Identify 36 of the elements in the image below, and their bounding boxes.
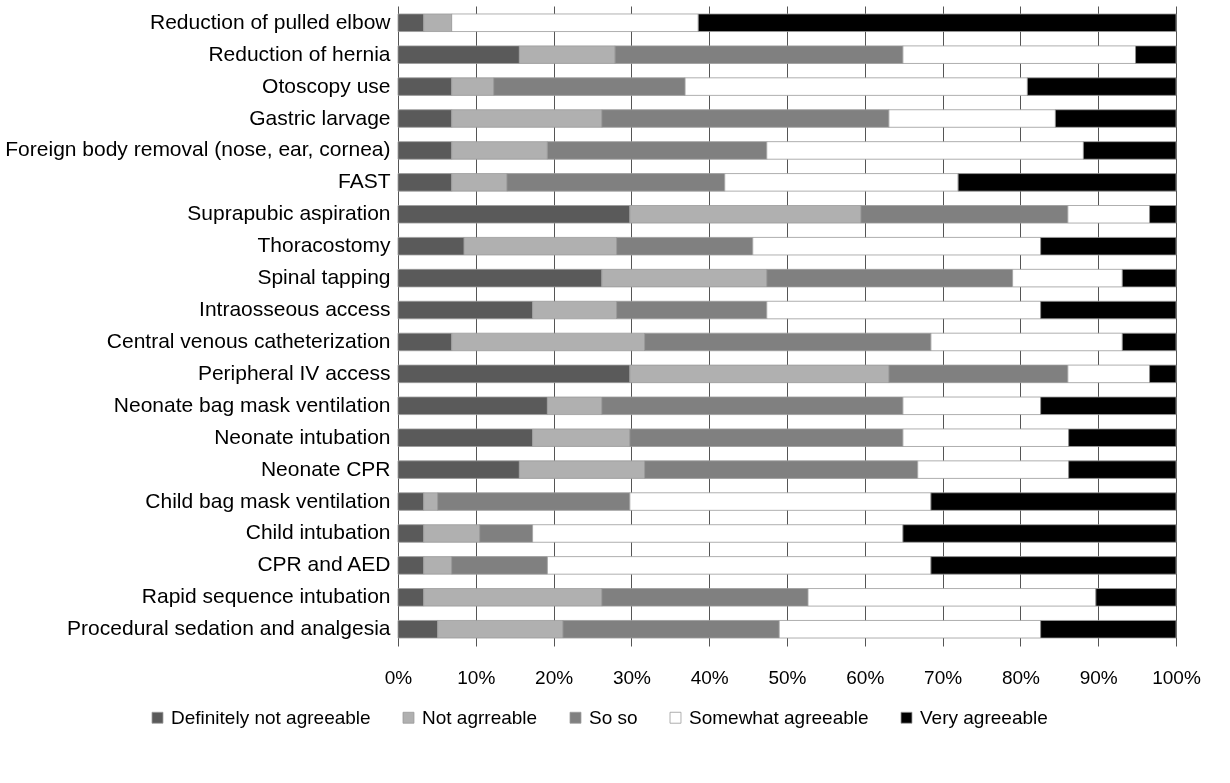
x-tick-label: 80% — [1001, 666, 1041, 688]
y-tick-label: Suprapubic aspiration — [187, 201, 391, 225]
y-tick-label: Foreign body removal (nose, ear, cornea) — [5, 137, 391, 161]
y-tick-label: Spinal tapping — [257, 265, 391, 289]
y-tick-label: Child bag mask ventilation — [145, 488, 391, 512]
x-tick-label: 10% — [457, 666, 496, 688]
legend-label: Not agrreable — [422, 706, 538, 728]
y-tick-label: Otoscopy use — [262, 73, 391, 97]
legend-label: Very agreeable — [920, 706, 1048, 728]
y-tick-label: Reduction of pulled elbow — [150, 9, 392, 33]
x-tick-label: 60% — [846, 666, 885, 688]
x-tick-label: 40% — [690, 666, 729, 688]
y-tick-label: Child intubation — [245, 520, 391, 544]
y-tick-label: CPR and AED — [257, 552, 391, 576]
y-tick-label: Central venous catheterization — [106, 328, 391, 352]
x-tick-label: 100% — [1152, 666, 1201, 688]
y-tick-label: Reduction of hernia — [208, 41, 391, 65]
y-tick-label: Intraosseous access — [199, 297, 391, 321]
y-tick-label: Peripheral IV access — [197, 360, 391, 384]
x-tick-label: 0% — [384, 666, 413, 688]
y-tick-label: Procedural sedation and analgesia — [67, 616, 391, 640]
x-tick-label: 70% — [924, 666, 963, 688]
x-tick-label: 30% — [612, 666, 652, 688]
y-tick-label: Rapid sequence intubation — [141, 584, 391, 608]
x-tick-label: 50% — [768, 666, 807, 688]
y-tick-label: Neonate intubation — [214, 424, 391, 448]
legend-label: Definitely not agreeable — [171, 706, 371, 728]
y-tick-label: FAST — [337, 169, 391, 193]
legend-label: So so — [589, 706, 638, 728]
legend-label: Somewhat agreeable — [689, 706, 869, 728]
y-tick-label: Neonate CPR — [260, 456, 391, 480]
x-tick-label: 20% — [535, 666, 574, 688]
y-tick-label: Thoracostomy — [257, 233, 391, 257]
x-tick-label: 90% — [1079, 666, 1118, 688]
y-tick-label: Neonate bag mask ventilation — [113, 392, 391, 416]
y-tick-label: Gastric larvage — [249, 105, 391, 129]
